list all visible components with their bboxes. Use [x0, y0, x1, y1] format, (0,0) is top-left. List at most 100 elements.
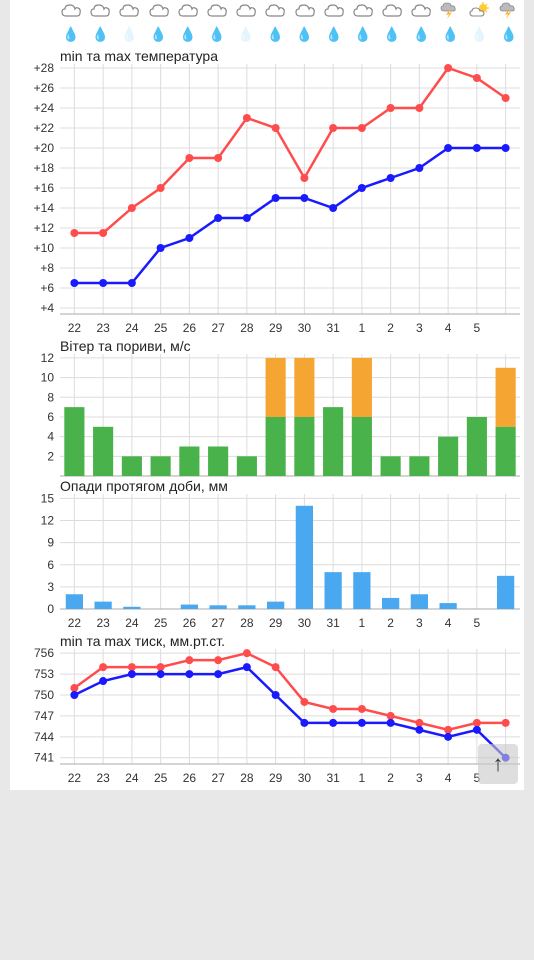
svg-text:12: 12	[41, 514, 55, 528]
svg-text:1: 1	[359, 321, 366, 335]
svg-text:29: 29	[269, 771, 283, 785]
svg-text:+14: +14	[34, 201, 55, 215]
svg-text:+6: +6	[40, 281, 54, 295]
svg-text:27: 27	[211, 321, 225, 335]
svg-text:2: 2	[387, 771, 394, 785]
raindrop-row: 💧💧💧💧💧💧💧💧💧💧💧💧💧💧💧💧	[10, 24, 524, 44]
svg-text:23: 23	[96, 321, 110, 335]
svg-text:2: 2	[387, 321, 394, 335]
panel-title: min та max тиск, мм.рт.ст.	[60, 633, 225, 649]
svg-text:3: 3	[416, 616, 423, 630]
cloud-icon	[264, 3, 286, 24]
svg-text:3: 3	[47, 580, 54, 594]
panel-title: Опади протягом доби, мм	[60, 478, 228, 494]
svg-text:3: 3	[416, 321, 423, 335]
storm-icon	[439, 2, 461, 25]
cloud-icon	[323, 3, 345, 24]
svg-text:3: 3	[416, 771, 423, 785]
svg-text:22: 22	[68, 771, 82, 785]
svg-text:750: 750	[34, 688, 54, 702]
raindrop-icon: 💧	[469, 26, 491, 43]
svg-text:28: 28	[240, 321, 254, 335]
svg-text:+8: +8	[40, 261, 54, 275]
svg-text:24: 24	[125, 771, 139, 785]
raindrop-icon: 💧	[410, 26, 432, 43]
svg-text:1: 1	[359, 616, 366, 630]
svg-text:24: 24	[125, 616, 139, 630]
svg-text:+4: +4	[40, 301, 54, 315]
svg-text:744: 744	[34, 730, 54, 744]
svg-text:29: 29	[269, 321, 283, 335]
svg-text:25: 25	[154, 321, 168, 335]
svg-text:9: 9	[47, 536, 54, 550]
svg-text:30: 30	[298, 771, 312, 785]
cloud-icon	[206, 3, 228, 24]
raindrop-icon: 💧	[264, 26, 286, 43]
svg-text:741: 741	[34, 751, 54, 765]
wind-panel: Вітер та пориви, м/с 24681012	[16, 340, 524, 480]
svg-text:5: 5	[474, 616, 481, 630]
svg-text:747: 747	[34, 709, 54, 723]
cloud-icon	[60, 3, 82, 24]
svg-text:0: 0	[47, 602, 54, 616]
svg-text:27: 27	[211, 616, 225, 630]
svg-text:28: 28	[240, 771, 254, 785]
svg-text:15: 15	[41, 491, 55, 505]
precip-chart: 036912152223242526272829303112345	[16, 480, 524, 635]
cloud-icon	[177, 3, 199, 24]
svg-text:756: 756	[34, 646, 54, 660]
temperature-panel: min та max температура +4+6+8+10+12+14+1…	[16, 50, 524, 340]
cloud-icon	[118, 3, 140, 24]
svg-text:31: 31	[326, 616, 340, 630]
svg-text:8: 8	[47, 390, 54, 404]
raindrop-icon: 💧	[118, 26, 140, 43]
svg-text:26: 26	[183, 771, 197, 785]
wind-chart: 24681012	[16, 340, 524, 480]
svg-text:25: 25	[154, 771, 168, 785]
svg-text:+12: +12	[34, 221, 55, 235]
cloud-icon	[352, 3, 374, 24]
main-container: 💧💧💧💧💧💧💧💧💧💧💧💧💧💧💧💧 min та max температура …	[10, 0, 524, 790]
svg-text:4: 4	[445, 771, 452, 785]
svg-text:+16: +16	[34, 181, 55, 195]
cloud-icon	[294, 3, 316, 24]
svg-text:30: 30	[298, 616, 312, 630]
pressure-chart: 7417447477507537562223242526272829303112…	[16, 635, 524, 790]
svg-text:23: 23	[96, 771, 110, 785]
svg-text:2: 2	[387, 616, 394, 630]
raindrop-icon: 💧	[60, 26, 82, 43]
svg-text:1: 1	[359, 771, 366, 785]
weather-icon-row	[10, 2, 524, 24]
svg-text:26: 26	[183, 321, 197, 335]
svg-text:12: 12	[41, 351, 55, 365]
raindrop-icon: 💧	[323, 26, 345, 43]
svg-text:6: 6	[47, 558, 54, 572]
svg-text:22: 22	[68, 321, 82, 335]
raindrop-icon: 💧	[352, 26, 374, 43]
svg-text:4: 4	[445, 616, 452, 630]
svg-text:+18: +18	[34, 161, 55, 175]
panel-title: min та max температура	[60, 48, 218, 64]
svg-text:2: 2	[47, 449, 54, 463]
raindrop-icon: 💧	[89, 26, 111, 43]
svg-text:10: 10	[41, 371, 55, 385]
raindrop-icon: 💧	[148, 26, 170, 43]
svg-text:25: 25	[154, 616, 168, 630]
svg-text:24: 24	[125, 321, 139, 335]
svg-text:4: 4	[445, 321, 452, 335]
raindrop-icon: 💧	[206, 26, 228, 43]
raindrop-icon: 💧	[439, 26, 461, 43]
raindrop-icon: 💧	[177, 26, 199, 43]
cloud-icon	[89, 3, 111, 24]
svg-text:30: 30	[298, 321, 312, 335]
storm-icon	[498, 2, 520, 25]
temperature-chart: +4+6+8+10+12+14+16+18+20+22+24+26+282223…	[16, 50, 524, 340]
svg-text:5: 5	[474, 321, 481, 335]
cloud-icon	[381, 3, 403, 24]
svg-text:28: 28	[240, 616, 254, 630]
scroll-top-button[interactable]: ↑	[478, 744, 518, 784]
precip-panel: Опади протягом доби, мм 0369121522232425…	[16, 480, 524, 635]
svg-text:+22: +22	[34, 121, 55, 135]
svg-text:31: 31	[326, 321, 340, 335]
panel-title: Вітер та пориви, м/с	[60, 338, 191, 354]
